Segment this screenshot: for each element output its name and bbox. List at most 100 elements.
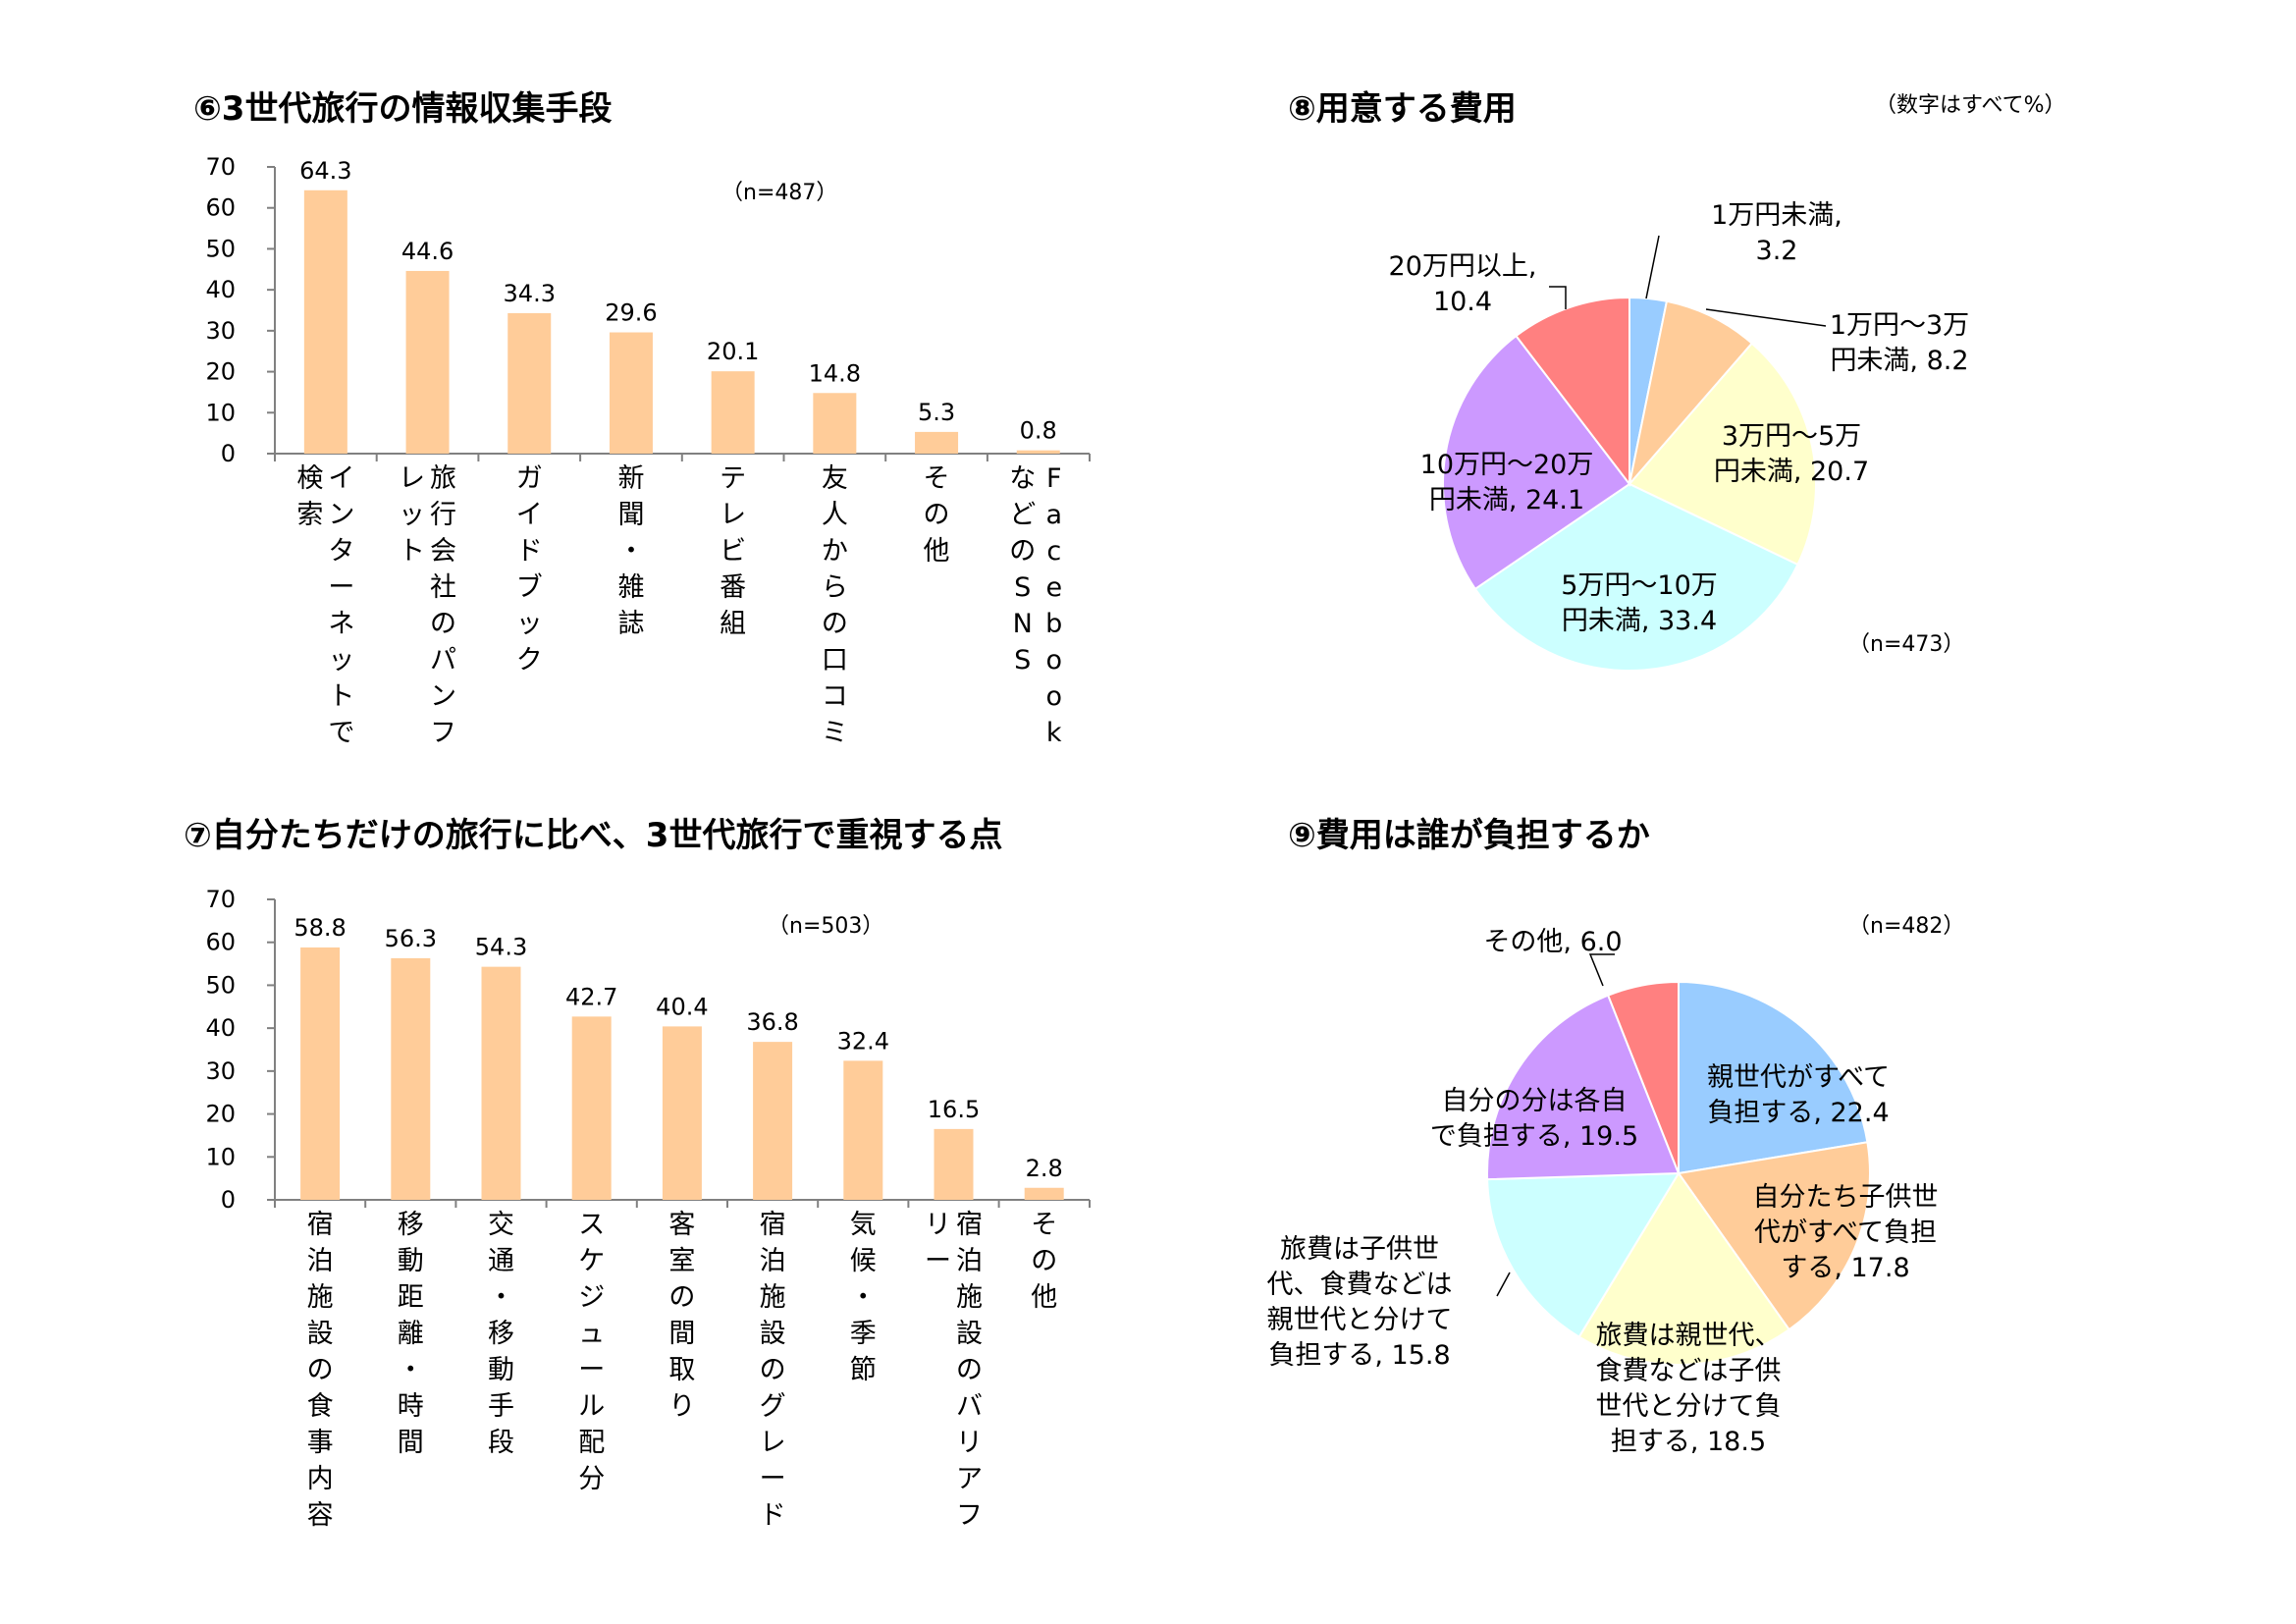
slice-label-line: 20万円以上, xyxy=(1389,251,1537,282)
category-char: k xyxy=(1046,718,1062,748)
pie-slice xyxy=(1628,299,1754,488)
category-label-column: 交通・移動手段 xyxy=(488,1210,514,1458)
category-char: レ xyxy=(399,463,425,494)
category-char: ル xyxy=(578,1391,605,1422)
category-label-column: レット xyxy=(399,463,425,567)
bar-value-label: 34.3 xyxy=(504,280,556,307)
category-char: 旅 xyxy=(430,463,456,494)
pie-slice xyxy=(1486,1171,1681,1338)
category-char: そ xyxy=(1031,1210,1057,1240)
bar xyxy=(300,947,341,1200)
bar-value-label: 56.3 xyxy=(385,925,437,952)
category-char: ッ xyxy=(328,645,354,676)
category-char: 泊 xyxy=(760,1246,786,1276)
slice-label-line: 5万円～10万 xyxy=(1561,570,1718,601)
category-char: フ xyxy=(956,1500,983,1531)
category-char: 宿 xyxy=(307,1210,334,1240)
category-char: 分 xyxy=(578,1464,605,1494)
slice-label: 自分の分は各自で負担する, 19.5 xyxy=(1430,1086,1638,1152)
slice-label: 自分たち子供世代がすべて負担する, 17.8 xyxy=(1753,1182,1939,1283)
bar xyxy=(405,270,450,454)
slice-label-line: 担する, 18.5 xyxy=(1611,1427,1766,1457)
category-label-column: 友人からの口コミ xyxy=(822,463,848,748)
category-char: ガ xyxy=(516,463,543,494)
category-char: 内 xyxy=(307,1464,334,1494)
category-label-column: 検索 xyxy=(296,463,323,530)
category-char: な xyxy=(1009,463,1036,494)
slice-label-line: 10万円～20万 xyxy=(1420,450,1594,480)
bar xyxy=(609,332,653,454)
category-label: その他 xyxy=(1031,1210,1057,1313)
category-char: 他 xyxy=(1031,1282,1057,1313)
category-char: の xyxy=(1031,1246,1057,1276)
category-char: で xyxy=(328,718,354,748)
category-label-column: スケジュール配分 xyxy=(578,1210,605,1494)
chart7-title: ⑦自分たちだけの旅行に比べ、3世代旅行で重視する点 xyxy=(184,816,1002,855)
category-char: 会 xyxy=(430,536,456,567)
bar-value-label: 20.1 xyxy=(707,338,759,365)
category-char: 泊 xyxy=(307,1246,334,1276)
cost-bearer-pie-chart: ⑨費用は誰が負担するか （n=482） 親世代がすべて負担する, 22.4 自分た… xyxy=(1267,816,1965,1457)
pie-slice xyxy=(1515,296,1630,487)
y-tick-label: 40 xyxy=(205,1014,236,1042)
y-tick-label: 10 xyxy=(205,399,236,426)
category-char: 交 xyxy=(488,1210,514,1240)
bar xyxy=(934,1128,974,1200)
bar-value-label: 54.3 xyxy=(475,934,527,961)
category-char: e xyxy=(1045,572,1062,603)
slice-label-line: 円未満, 33.4 xyxy=(1562,606,1717,636)
bar xyxy=(813,393,857,454)
slice-label-line: 代、食費などは xyxy=(1267,1270,1453,1300)
bar xyxy=(507,312,552,454)
category-char: 時 xyxy=(398,1391,424,1422)
slice-label: 5万円～10万円未満, 33.4 xyxy=(1561,570,1718,636)
category-char: イ xyxy=(516,500,543,530)
slice-label-line: 1万円未満, xyxy=(1711,200,1842,231)
category-char: ュ xyxy=(578,1319,605,1349)
category-char: リ xyxy=(925,1210,951,1240)
slice-label-line: 円未満, 8.2 xyxy=(1830,346,1968,376)
category-char: ド xyxy=(760,1500,786,1531)
category-char: タ xyxy=(328,536,354,567)
category-char: 泊 xyxy=(956,1246,983,1276)
slice-label-line: 自分の分は各自 xyxy=(1442,1086,1628,1116)
category-label-column: 宿泊施設の食事内容 xyxy=(307,1210,334,1531)
category-char: F xyxy=(1046,463,1062,494)
category-char: 組 xyxy=(720,609,746,639)
y-tick-label: 20 xyxy=(205,358,236,386)
priorities-bar-chart: ⑦自分たちだけの旅行に比べ、3世代旅行で重視する点 （n=503） 0 10 20 3… xyxy=(184,816,1091,1531)
y-tick-label: 30 xyxy=(205,317,236,345)
bar-value-label: 42.7 xyxy=(565,983,617,1010)
category-char: o xyxy=(1045,681,1062,712)
category-char: レ xyxy=(720,500,746,530)
category-char: の xyxy=(307,1355,334,1385)
pie-slice xyxy=(1577,1171,1791,1366)
slice-label-line: 自分たち子供世 xyxy=(1753,1182,1939,1213)
category-label-column: インターネットで xyxy=(328,463,354,748)
bar-value-label: 5.3 xyxy=(918,399,955,426)
category-char: 段 xyxy=(488,1428,514,1458)
category-label: 交通・移動手段 xyxy=(488,1210,514,1458)
category-label: スケジュール配分 xyxy=(578,1210,605,1494)
category-char: の xyxy=(822,609,848,639)
chart9-title: ⑨費用は誰が負担するか xyxy=(1288,816,1650,855)
category-label: 新聞・雑誌 xyxy=(617,463,644,639)
slice-label: 親世代がすべて負担する, 22.4 xyxy=(1707,1062,1890,1128)
category-label: テレビ番組 xyxy=(720,463,746,639)
category-char: ッ xyxy=(399,500,425,530)
category-char: 新 xyxy=(617,463,644,494)
slice-label: 20万円以上, 10.4 xyxy=(1389,251,1537,317)
category-char: 宿 xyxy=(760,1210,786,1240)
bar xyxy=(662,1026,702,1200)
category-char: 宿 xyxy=(956,1210,983,1240)
bar xyxy=(481,966,521,1200)
category-char: 行 xyxy=(430,500,456,530)
pie-slice xyxy=(1628,342,1817,567)
slice-label-line: 円未満, 20.7 xyxy=(1714,457,1869,487)
category-char: ブ xyxy=(516,572,543,603)
y-tick-label: 0 xyxy=(221,440,236,467)
category-char: 気 xyxy=(850,1210,877,1240)
slice-label-line: 3.2 xyxy=(1756,236,1798,266)
bar xyxy=(843,1060,883,1200)
